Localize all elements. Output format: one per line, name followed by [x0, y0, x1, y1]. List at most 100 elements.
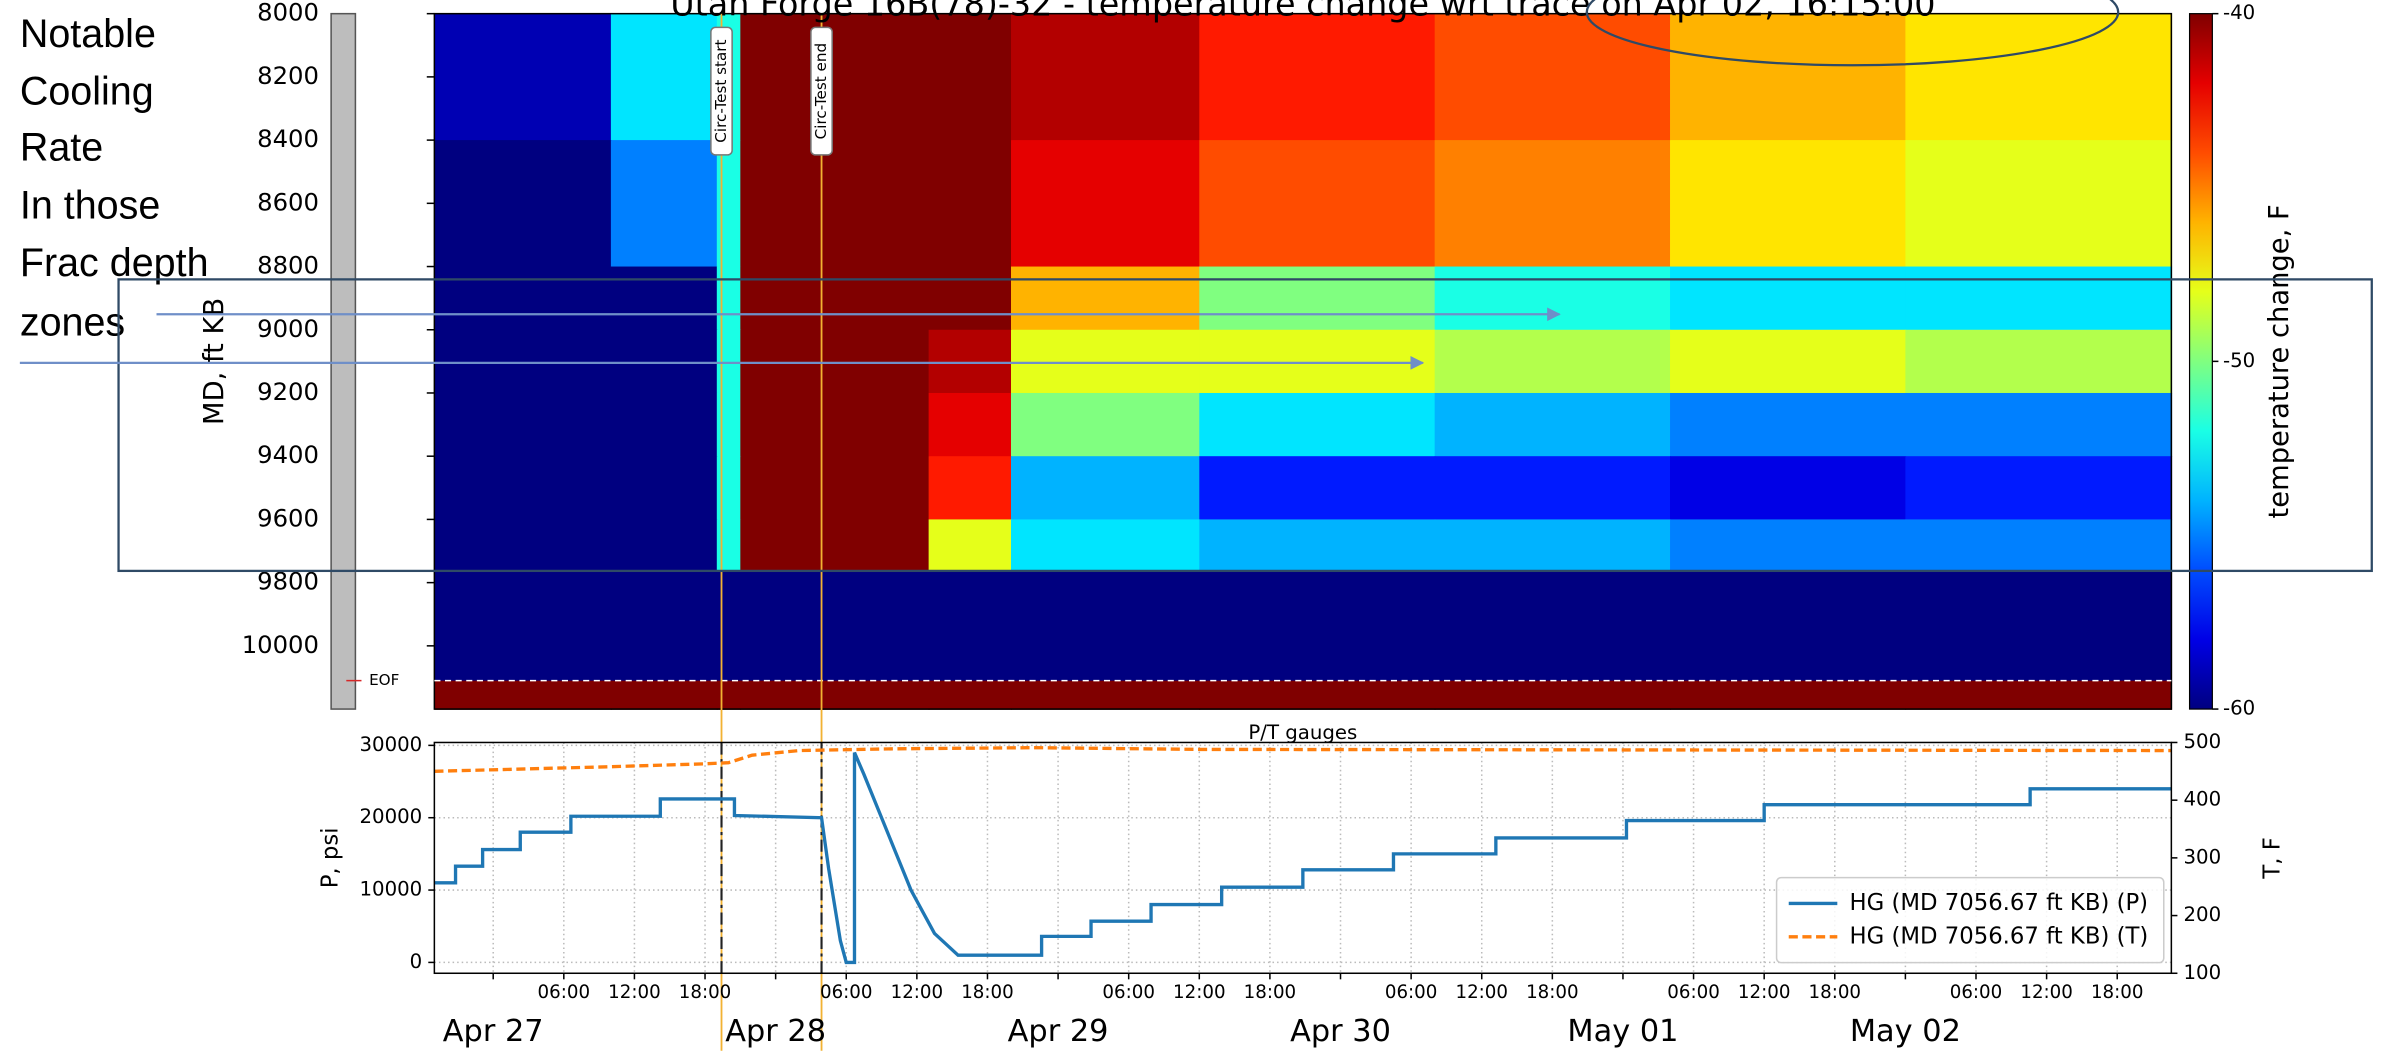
heat-cell: [928, 13, 1012, 141]
x-day-label: May 01: [1567, 1014, 1678, 1049]
y-tick-label: 30000: [359, 733, 422, 756]
heat-cell: [1199, 329, 1436, 394]
heat-cell: [740, 456, 824, 521]
heat-cell: [928, 680, 1012, 710]
event-label-box: [710, 26, 733, 156]
heat-cell: [610, 392, 718, 457]
heat-cell: [716, 329, 742, 394]
y2-tick-label: 100: [2183, 961, 2221, 984]
x-tick-label: 06:00: [1667, 982, 1720, 1003]
heat-cell: [1199, 392, 1436, 457]
heat-cell: [1670, 519, 1907, 571]
event-label: Circ-Test start: [712, 39, 730, 142]
heat-cell: [928, 456, 1012, 521]
y-tick-label: 8800: [257, 251, 319, 280]
heat-cell: [434, 569, 612, 682]
legend-box: [1775, 876, 2165, 964]
y-tick-label: 9200: [257, 377, 319, 406]
y-tick-label: 8000: [257, 0, 319, 27]
heat-cell: [1011, 392, 1201, 457]
heat-cell: [822, 266, 930, 331]
plots: 8000820084008600880090009200940096009800…: [199, 0, 2295, 1051]
well-schematic: [330, 12, 357, 710]
y2-tick-label: 500: [2183, 730, 2221, 753]
heat-cell: [716, 140, 742, 268]
heat-cell: [822, 329, 930, 394]
heat-cell: [434, 519, 612, 571]
heat-cell: [740, 392, 824, 457]
heat-cell: [1670, 392, 1907, 457]
y2-tick-label: 200: [2183, 903, 2221, 926]
heat-cell: [928, 266, 1012, 331]
note-line: Notable: [20, 12, 156, 56]
colorbar-tick-label: -60: [2223, 697, 2255, 720]
heat-cell: [822, 13, 930, 141]
heat-cell: [610, 456, 718, 521]
y-tick-label: 10000: [242, 630, 319, 659]
x-day-label: May 02: [1850, 1014, 1961, 1049]
heat-cell: [1011, 569, 1201, 682]
event-label-box: [810, 26, 833, 156]
heat-cell: [1011, 456, 1201, 521]
heat-cell: [1905, 266, 2173, 331]
heat-cell: [434, 266, 612, 331]
y-axis-label: MD, ft KB: [199, 298, 230, 425]
legend-label: HG (MD 7056.67 ft KB) (P): [1849, 890, 2148, 916]
plot-frame: [433, 741, 2173, 975]
heat-cell: [1434, 569, 1671, 682]
colorbar-tick-label: -50: [2223, 349, 2255, 372]
heat-cell: [1905, 456, 2173, 521]
heat-cell: [434, 392, 612, 457]
heat-cell: [434, 680, 612, 710]
x-tick-label: 06:00: [1950, 982, 2003, 1003]
heat-cell: [1905, 392, 2173, 457]
x-tick-label: 18:00: [1809, 982, 1862, 1003]
highlight-ellipse: [1585, 0, 2120, 67]
event-label: Circ-Test end: [812, 43, 830, 139]
x-tick-label: 18:00: [961, 982, 1014, 1003]
heat-cell: [1670, 569, 1907, 682]
x-day-label: Apr 29: [1008, 1014, 1109, 1049]
x-tick-label: 12:00: [1455, 982, 1508, 1003]
y-tick-label: 0: [410, 950, 423, 973]
heat-cell: [740, 519, 824, 571]
heat-cell: [1905, 329, 2173, 394]
heat-cell: [822, 140, 930, 268]
heat-cell: [1199, 680, 1436, 710]
note-line: zones: [20, 300, 125, 344]
x-tick-label: 18:00: [679, 982, 732, 1003]
heat-cell: [1670, 329, 1907, 394]
heat-cell: [928, 519, 1012, 571]
heat-cell: [610, 569, 718, 682]
heat-cell: [1199, 266, 1436, 331]
heat-cell: [928, 392, 1012, 457]
heat-cell: [822, 569, 930, 682]
note-line: Cooling: [20, 70, 154, 114]
heat-cell: [434, 13, 612, 141]
x-tick-label: 06:00: [1385, 982, 1438, 1003]
x-tick-label: 18:00: [1244, 982, 1297, 1003]
chart-title: P/T gauges: [1248, 721, 1357, 744]
heat-cell: [1434, 392, 1671, 457]
note-line: Rate: [20, 126, 103, 170]
y-tick-label: 8400: [257, 124, 319, 153]
heat-cell: [1670, 680, 1907, 710]
heat-cell: [740, 140, 824, 268]
heat-cell: [928, 329, 1012, 394]
heat-cell: [822, 519, 930, 571]
heat-cell: [1434, 680, 1671, 710]
heat-cell: [1670, 13, 1907, 141]
eof-label: EOF: [369, 671, 399, 689]
heat-cell: [928, 140, 1012, 268]
y2-axis-label: T, F: [2260, 837, 2286, 879]
y-tick-label: 9000: [257, 314, 319, 343]
series-line: [434, 751, 2172, 965]
note-line: Frac depth: [20, 241, 209, 285]
x-day-label: Apr 28: [725, 1014, 826, 1049]
x-tick-label: 12:00: [2020, 982, 2073, 1003]
heat-cell: [610, 519, 718, 571]
heat-cell: [1905, 569, 2173, 682]
heat-cell: [716, 456, 742, 521]
heat-cell: [1011, 519, 1201, 571]
